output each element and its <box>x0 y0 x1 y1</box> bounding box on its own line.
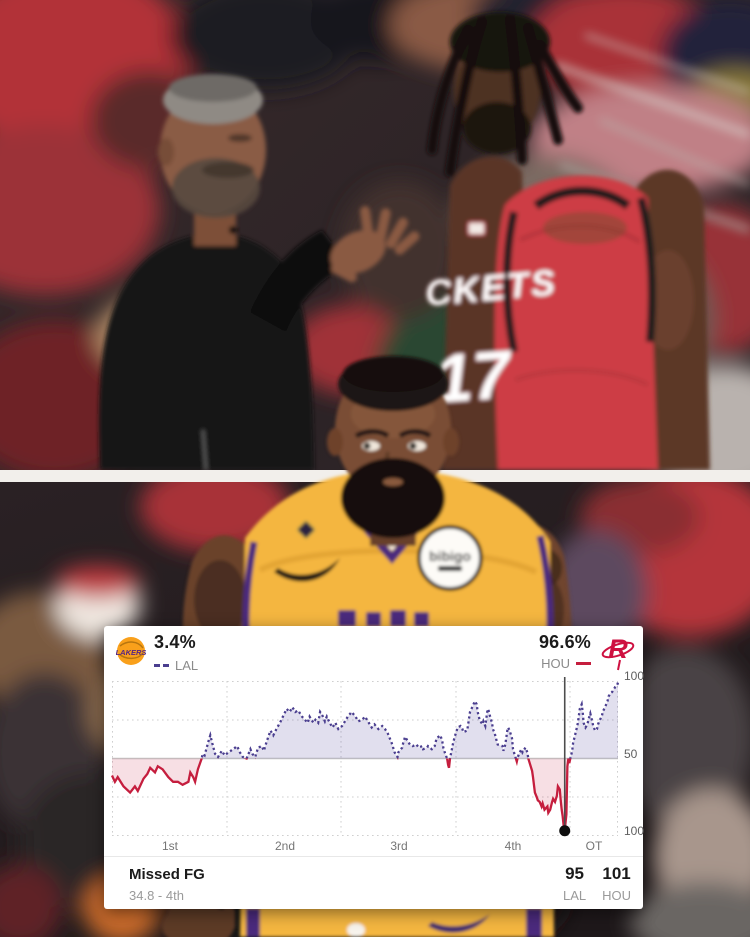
bibigo-patch: bibigo <box>417 525 483 591</box>
home-score-column: 101 HOU <box>602 864 631 903</box>
home-score: 101 <box>602 864 631 883</box>
coach-mic <box>229 226 237 234</box>
lal-area-fill <box>112 682 618 759</box>
home-win-pct: 96.6% <box>538 632 591 652</box>
away-win-pct: 3.4% <box>154 632 196 652</box>
rockets-player-figure: CKETS 17 <box>423 12 710 470</box>
lebron-head <box>327 356 459 546</box>
ytick-middle: 50 <box>624 747 638 761</box>
bibigo-patch-text: bibigo <box>429 548 471 564</box>
win-probability-chart[interactable] <box>110 677 620 837</box>
xtick-ot: OT <box>585 839 603 853</box>
lebron-shorts <box>246 908 542 937</box>
event-time: 34.8 - 4th <box>129 888 184 903</box>
lebron-hand <box>162 902 235 937</box>
event-title: Missed FG <box>129 866 205 883</box>
rockets-logo-letter: R <box>608 634 628 664</box>
coach-hand <box>330 206 420 283</box>
rockets-player-head <box>427 12 583 177</box>
ytick-bottom: 100 <box>624 824 645 838</box>
lakers-wordmark-partial <box>338 610 429 627</box>
xtick-2nd: 2nd <box>274 839 296 853</box>
home-abbr: HOU <box>541 656 570 671</box>
xtick-3rd: 3rd <box>390 839 408 853</box>
coach-figure <box>98 74 420 470</box>
nike-swoosh-jersey <box>274 558 340 582</box>
away-score-column: 95 LAL <box>563 864 586 903</box>
hou-solid-line-icon <box>576 662 591 665</box>
xtick-1st: 1st <box>161 839 179 853</box>
rockets-logo: R <box>601 634 635 671</box>
away-abbr: LAL <box>175 658 199 673</box>
home-score-abbr: HOU <box>602 888 631 903</box>
away-score: 95 <box>565 864 584 883</box>
top-photo-scene: CKETS 17 <box>0 0 750 470</box>
away-legend: LAL <box>154 658 198 673</box>
home-legend: HOU <box>539 656 591 671</box>
lakers-logo: LAKERS <box>116 637 146 665</box>
photo-top-coach-player: CKETS 17 <box>0 0 750 470</box>
home-header: 96.6% HOU <box>539 632 591 671</box>
ytick-top: 100 <box>624 669 645 683</box>
lal-dashed-line-icon <box>154 664 169 667</box>
xtick-4th: 4th <box>504 839 522 853</box>
event-marker-dot[interactable] <box>559 825 571 837</box>
score-columns: 95 LAL 101 HOU <box>563 864 631 903</box>
away-score-abbr: LAL <box>562 888 587 903</box>
win-probability-plot[interactable] <box>110 677 620 837</box>
lakers-logo-text: LAKERS <box>116 648 146 657</box>
event-panel: Missed FG 34.8 - 4th 95 LAL 101 HOU <box>104 856 643 909</box>
gridlines <box>112 681 618 836</box>
nba75-patch <box>296 520 316 539</box>
win-probability-card: LAKERS 3.4% LAL 96.6% HOU R <box>104 626 645 909</box>
